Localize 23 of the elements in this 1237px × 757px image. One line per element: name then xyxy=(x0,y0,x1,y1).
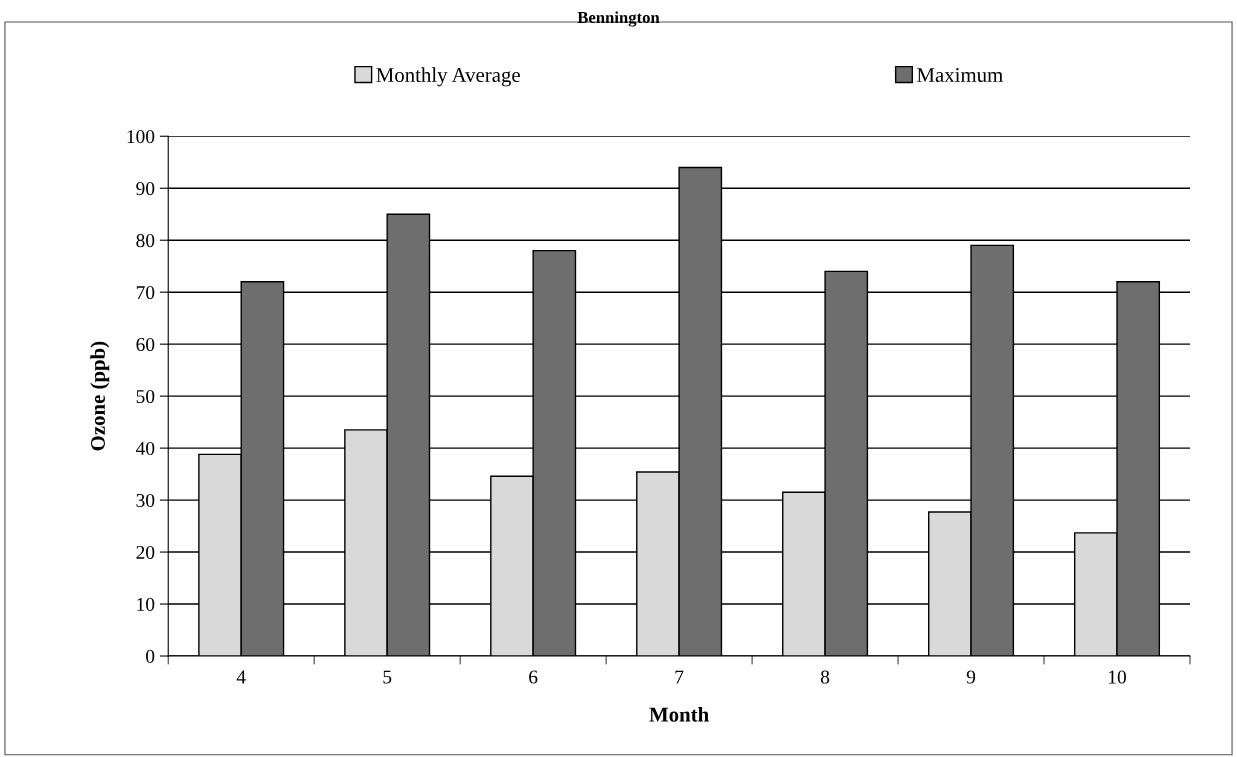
legend-label: Maximum xyxy=(917,68,1003,83)
y-tick-label: 80 xyxy=(136,234,155,248)
y-tick-label: 10 xyxy=(137,597,155,611)
y-tick-label: 60 xyxy=(136,337,155,352)
y-tick-label: 90 xyxy=(136,182,155,196)
x-tick-label: 6 xyxy=(529,670,538,684)
x-tick-label: 8 xyxy=(820,670,830,684)
chart-title: Bennington xyxy=(577,11,660,27)
x-tick-label: 5 xyxy=(383,670,392,684)
x-tick-label: 9 xyxy=(966,670,976,684)
y-tick-label: 40 xyxy=(135,441,155,456)
x-axis-title: Month xyxy=(649,706,709,722)
y-tick-label: 30 xyxy=(136,493,155,508)
legend-label: Monthly Average xyxy=(376,67,520,87)
y-tick-label: 50 xyxy=(136,389,155,404)
y-tick-label: 0 xyxy=(146,649,155,663)
y-tick-label: 20 xyxy=(136,545,155,559)
x-tick-label: 4 xyxy=(236,670,246,684)
x-tick-label: 7 xyxy=(675,670,684,684)
y-tick-label: 100 xyxy=(127,130,155,144)
y-axis-title: Ozone (ppb) xyxy=(90,341,110,451)
x-tick-label: 10 xyxy=(1109,670,1126,684)
y-tick-label: 70 xyxy=(136,286,155,300)
